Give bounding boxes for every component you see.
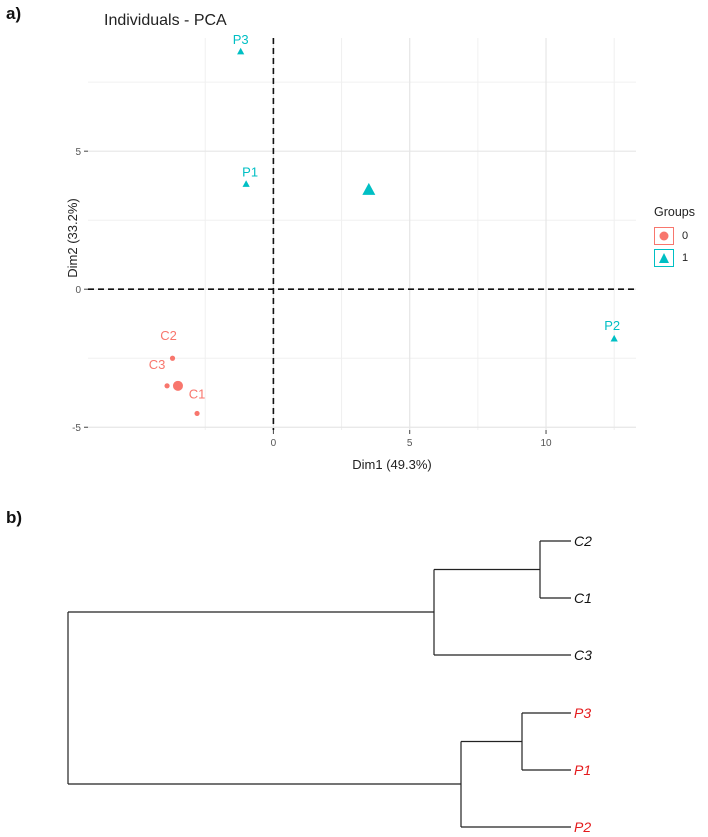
leaf-label-C2: C2 bbox=[574, 533, 592, 549]
x-axis-title: Dim1 (49.3%) bbox=[352, 457, 431, 472]
leaf-label-P1: P1 bbox=[574, 762, 591, 778]
dendrogram-chart: C2 C1 C3 P3 P1 P2 bbox=[67, 533, 592, 835]
point-C3 bbox=[164, 383, 170, 389]
point-P3 bbox=[237, 47, 245, 55]
point-P1 bbox=[242, 180, 250, 187]
legend: Groups 0 1 bbox=[654, 205, 695, 269]
centroid-group-0 bbox=[172, 380, 183, 391]
leaf-label-P3: P3 bbox=[574, 705, 591, 721]
y-tick-label: -5 bbox=[72, 423, 81, 434]
point-label-C3: C3 bbox=[149, 357, 166, 372]
legend-key-triangle-icon bbox=[654, 249, 674, 267]
point-C1 bbox=[194, 410, 200, 417]
leaf-label-C3: C3 bbox=[574, 647, 592, 663]
x-tick-label: 10 bbox=[540, 438, 552, 449]
point-label-P3: P3 bbox=[233, 32, 249, 47]
legend-item-1: 1 bbox=[654, 247, 695, 269]
y-tick-label: 5 bbox=[75, 147, 81, 158]
y-tick-label: 0 bbox=[75, 285, 81, 296]
legend-label: 0 bbox=[682, 230, 689, 242]
chart-title: Individuals - PCA bbox=[104, 12, 227, 29]
legend-key-circle-icon bbox=[654, 227, 674, 245]
legend-label: 1 bbox=[682, 252, 689, 264]
point-label-P1: P1 bbox=[242, 164, 258, 179]
point-label-P2: P2 bbox=[604, 318, 620, 333]
x-tick-label: 0 bbox=[271, 438, 277, 449]
centroid-group-1 bbox=[362, 182, 376, 195]
point-C2 bbox=[169, 355, 176, 361]
x-tick-label: 5 bbox=[407, 438, 413, 449]
legend-item-0: 0 bbox=[654, 225, 695, 247]
pca-scatter-chart: 0 5 10 -5 0 5 Dim1 (49.3%) Dim2 (33.2%) C1 C2 C3 P1… bbox=[65, 32, 636, 472]
point-label-C1: C1 bbox=[189, 386, 206, 401]
y-axis-title: Dim2 (33.2%) bbox=[65, 198, 80, 277]
legend-title: Groups bbox=[654, 205, 695, 219]
point-P2 bbox=[610, 334, 618, 342]
point-label-C2: C2 bbox=[160, 328, 177, 343]
plot-grid bbox=[88, 38, 636, 430]
panel-b-label: b) bbox=[6, 508, 23, 527]
panel-a-label: a) bbox=[6, 4, 22, 23]
leaf-label-P2: P2 bbox=[574, 819, 591, 835]
leaf-label-C1: C1 bbox=[574, 590, 592, 606]
